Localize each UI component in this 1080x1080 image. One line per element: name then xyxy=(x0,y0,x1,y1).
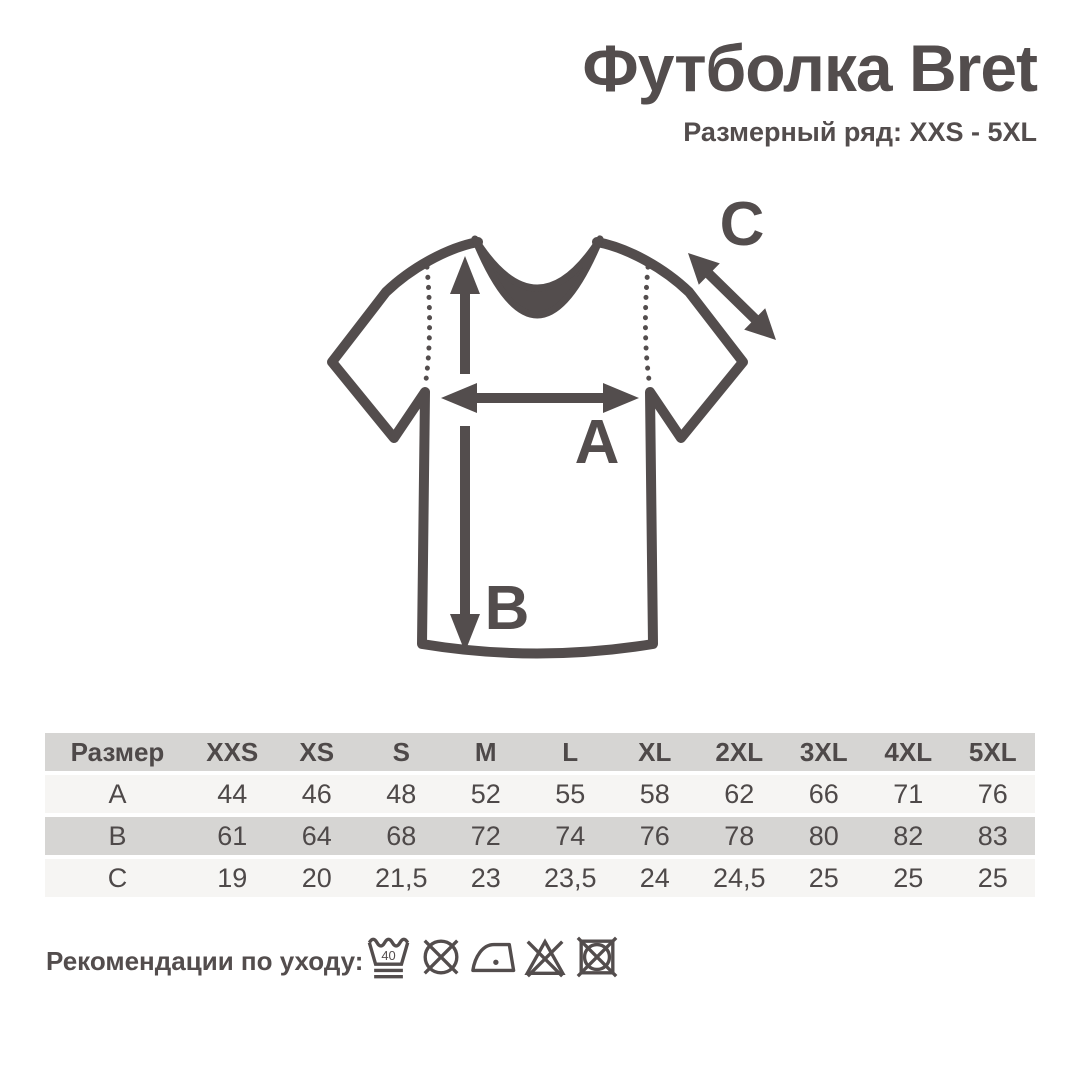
size-cell: 23,5 xyxy=(528,859,613,897)
size-cell: 62 xyxy=(697,775,782,813)
size-cell: 25 xyxy=(866,859,951,897)
tshirt-measurement-diagram: A B C xyxy=(300,190,800,695)
measure-label-c: C xyxy=(720,195,765,259)
table-row-c: C 19 20 21,5 23 23,5 24 24,5 25 25 25 xyxy=(45,859,1035,897)
size-cell: 44 xyxy=(190,775,275,813)
do-not-tumble-dry-icon xyxy=(576,936,618,978)
length-arrow-b xyxy=(450,256,480,652)
size-cell: 68 xyxy=(359,817,444,855)
size-cell: 55 xyxy=(528,775,613,813)
size-cell: 71 xyxy=(866,775,951,813)
size-cell: 58 xyxy=(612,775,697,813)
tshirt-collar xyxy=(471,235,604,319)
col-header-xs: XS xyxy=(274,733,359,771)
wash-40-gentle-icon: 40 xyxy=(367,937,410,979)
size-cell: 23 xyxy=(443,859,528,897)
col-header-5xl: 5XL xyxy=(950,733,1035,771)
size-cell: 24,5 xyxy=(697,859,782,897)
col-header-3xl: 3XL xyxy=(781,733,866,771)
size-cell: 64 xyxy=(274,817,359,855)
left-seam-dotted-line xyxy=(422,264,433,390)
size-cell: 76 xyxy=(612,817,697,855)
size-cell: 76 xyxy=(950,775,1035,813)
size-cell: 78 xyxy=(697,817,782,855)
care-icons-row: 40 xyxy=(366,931,620,983)
size-cell: 52 xyxy=(443,775,528,813)
size-cell: 80 xyxy=(781,817,866,855)
table-row-b: B 61 64 68 72 74 76 78 80 82 83 xyxy=(45,817,1035,855)
tshirt-outline xyxy=(327,237,748,659)
size-cell: 74 xyxy=(528,817,613,855)
width-arrow-a xyxy=(441,383,639,413)
col-header-l: L xyxy=(528,733,613,771)
size-cell: 46 xyxy=(274,775,359,813)
page-title: Футболка Bret xyxy=(582,31,1038,105)
col-header-xl: XL xyxy=(612,733,697,771)
size-cell: 21,5 xyxy=(359,859,444,897)
measure-label-b: B xyxy=(485,574,530,643)
iron-one-dot-icon xyxy=(471,942,516,973)
row-label: B xyxy=(45,817,190,855)
size-cell: 25 xyxy=(781,859,866,897)
row-label: C xyxy=(45,859,190,897)
do-not-dry-clean-icon xyxy=(423,939,459,975)
do-not-bleach-icon xyxy=(524,938,566,978)
size-cell: 20 xyxy=(274,859,359,897)
size-cell: 24 xyxy=(612,859,697,897)
tshirt-diagram-svg: A B C xyxy=(327,190,776,659)
col-header-m: M xyxy=(443,733,528,771)
size-cell: 19 xyxy=(190,859,275,897)
col-header-size: Размер xyxy=(45,733,190,771)
size-cell: 66 xyxy=(781,775,866,813)
col-header-2xl: 2XL xyxy=(697,733,782,771)
measure-label-a: A xyxy=(575,408,620,477)
size-cell: 82 xyxy=(866,817,951,855)
size-table: Размер XXS XS S M L XL 2XL 3XL 4XL 5XL A… xyxy=(45,729,1035,901)
care-recommendations-label: Рекомендации по уходу: xyxy=(46,946,364,976)
size-table-header-row: Размер XXS XS S M L XL 2XL 3XL 4XL 5XL xyxy=(45,733,1035,771)
right-seam-dotted-line xyxy=(642,264,653,390)
col-header-s: S xyxy=(359,733,444,771)
table-row-a: A 44 46 48 52 55 58 62 66 71 76 xyxy=(45,775,1035,813)
size-cell: 48 xyxy=(359,775,444,813)
col-header-xxs: XXS xyxy=(190,733,275,771)
size-cell: 61 xyxy=(190,817,275,855)
wash-temp-label: 40 xyxy=(381,948,395,963)
row-label: A xyxy=(45,775,190,813)
size-cell: 25 xyxy=(950,859,1035,897)
size-cell: 83 xyxy=(950,817,1035,855)
sleeve-arrow-c xyxy=(688,253,776,340)
header: Футболка Bret Размерный ряд: XXS - 5XL xyxy=(582,31,1038,148)
size-range-subtitle: Размерный ряд: XXS - 5XL xyxy=(683,116,1037,147)
size-cell: 72 xyxy=(443,817,528,855)
col-header-4xl: 4XL xyxy=(866,733,951,771)
